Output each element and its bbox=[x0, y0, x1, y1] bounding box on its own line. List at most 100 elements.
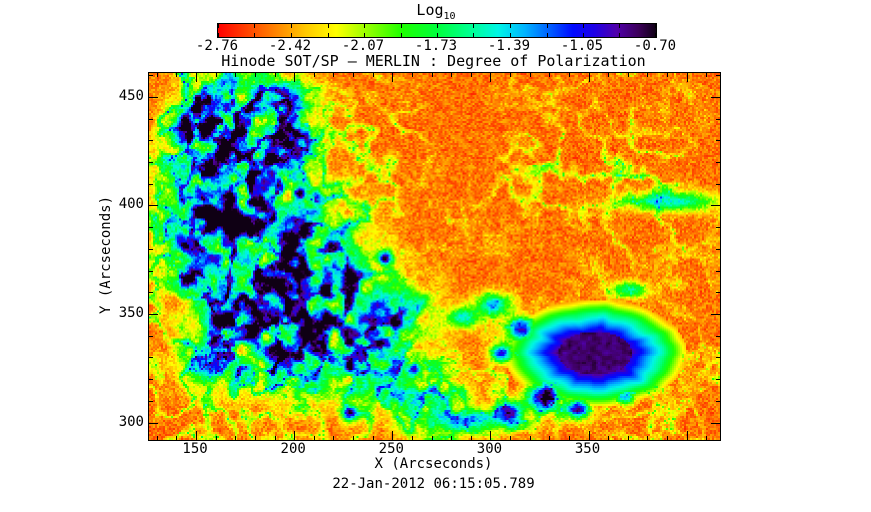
axis-tick bbox=[149, 227, 153, 228]
axis-ticks-layer bbox=[149, 73, 720, 440]
plot-box bbox=[148, 72, 721, 441]
axis-tick bbox=[628, 73, 629, 77]
axis-tick bbox=[235, 73, 236, 77]
colorbar-tick-label: -2.07 bbox=[341, 38, 385, 54]
colorbar-tick bbox=[218, 33, 219, 37]
axis-tick bbox=[149, 401, 153, 402]
x-axis-tick-label: 350 bbox=[574, 441, 601, 457]
axis-tick bbox=[373, 73, 374, 77]
x-axis-tick-label: 250 bbox=[378, 441, 404, 457]
axis-tick bbox=[716, 184, 720, 185]
colorbar-tick bbox=[509, 24, 511, 28]
axis-tick bbox=[716, 227, 720, 228]
axis-tick bbox=[149, 184, 153, 185]
axis-tick bbox=[149, 336, 153, 337]
axis-tick bbox=[716, 75, 720, 76]
axis-tick bbox=[490, 431, 491, 440]
axis-tick bbox=[149, 205, 158, 206]
colorbar-tick-label: -1.73 bbox=[414, 38, 458, 54]
axis-tick bbox=[589, 431, 590, 440]
axis-tick bbox=[471, 73, 472, 77]
axis-tick bbox=[149, 292, 153, 293]
axis-tick bbox=[451, 73, 452, 77]
colorbar-tick-label: -0.70 bbox=[633, 38, 677, 54]
axis-tick bbox=[711, 314, 720, 315]
axis-tick bbox=[549, 73, 550, 77]
colorbar-tick bbox=[583, 33, 584, 37]
colorbar-tick bbox=[473, 33, 475, 37]
axis-tick bbox=[706, 436, 707, 440]
axis-tick bbox=[392, 431, 393, 440]
axis-tick bbox=[353, 436, 354, 440]
y-axis-tick-label: 400 bbox=[118, 196, 144, 213]
axis-tick bbox=[294, 73, 295, 82]
axis-tick bbox=[647, 436, 648, 440]
colorbar-tick bbox=[400, 33, 402, 37]
axis-tick bbox=[589, 73, 590, 82]
axis-tick bbox=[196, 73, 197, 82]
colorbar-tick-label: -2.42 bbox=[268, 38, 312, 54]
axis-tick bbox=[353, 73, 354, 77]
axis-tick bbox=[711, 97, 720, 98]
colorbar-tick-label: -2.76 bbox=[195, 38, 239, 54]
axis-tick bbox=[333, 436, 334, 440]
axis-tick bbox=[647, 73, 648, 77]
y-axis-title: Y (Arcseconds) bbox=[98, 195, 114, 315]
axis-tick bbox=[510, 436, 511, 440]
axis-tick bbox=[716, 271, 720, 272]
colorbar-tick bbox=[290, 33, 292, 37]
axis-tick bbox=[530, 73, 531, 77]
colorbar-tick bbox=[363, 24, 365, 28]
axis-tick bbox=[333, 73, 334, 77]
axis-tick bbox=[432, 73, 433, 77]
axis-tick bbox=[314, 73, 315, 77]
axis-tick bbox=[716, 119, 720, 120]
colorbar-title: Log10 bbox=[416, 1, 456, 22]
axis-tick bbox=[716, 379, 720, 380]
axis-tick bbox=[667, 73, 668, 77]
x-axis-tick-label: 300 bbox=[476, 441, 503, 457]
axis-tick bbox=[711, 423, 720, 424]
axis-tick bbox=[628, 436, 629, 440]
axis-tick bbox=[451, 436, 452, 440]
colorbar-title-subscript: 10 bbox=[443, 11, 456, 22]
axis-tick bbox=[149, 140, 153, 141]
axis-tick bbox=[157, 73, 158, 77]
colorbar-tick bbox=[509, 33, 511, 37]
axis-tick bbox=[716, 292, 720, 293]
axis-tick bbox=[149, 75, 153, 76]
axis-tick bbox=[392, 73, 393, 82]
axis-tick bbox=[471, 436, 472, 440]
axis-tick bbox=[667, 436, 668, 440]
colorbar-tick bbox=[619, 24, 621, 28]
axis-tick bbox=[711, 205, 720, 206]
axis-tick bbox=[706, 73, 707, 77]
axis-tick bbox=[176, 436, 177, 440]
axis-tick bbox=[716, 357, 720, 358]
axis-tick bbox=[216, 436, 217, 440]
axis-tick bbox=[716, 336, 720, 337]
colorbar-tick bbox=[437, 33, 438, 37]
axis-tick bbox=[569, 73, 570, 77]
axis-tick bbox=[149, 423, 158, 424]
colorbar-tick bbox=[254, 33, 256, 37]
axis-tick bbox=[373, 436, 374, 440]
colorbar-tick bbox=[619, 33, 621, 37]
axis-tick bbox=[235, 436, 236, 440]
axis-tick bbox=[549, 436, 550, 440]
axis-tick bbox=[687, 73, 688, 82]
axis-tick bbox=[149, 271, 153, 272]
plot-title: Hinode SOT/SP — MERLIN : Degree of Polar… bbox=[221, 52, 646, 70]
y-axis-tick-label: 300 bbox=[118, 413, 144, 430]
axis-tick bbox=[716, 401, 720, 402]
colorbar-tick bbox=[400, 24, 402, 28]
colorbar-tick bbox=[583, 24, 584, 28]
axis-tick bbox=[149, 119, 153, 120]
axis-tick bbox=[510, 73, 511, 77]
axis-tick bbox=[176, 73, 177, 77]
axis-tick bbox=[149, 314, 158, 315]
axis-tick bbox=[275, 73, 276, 77]
colorbar-tick bbox=[327, 33, 329, 37]
axis-tick bbox=[149, 357, 153, 358]
